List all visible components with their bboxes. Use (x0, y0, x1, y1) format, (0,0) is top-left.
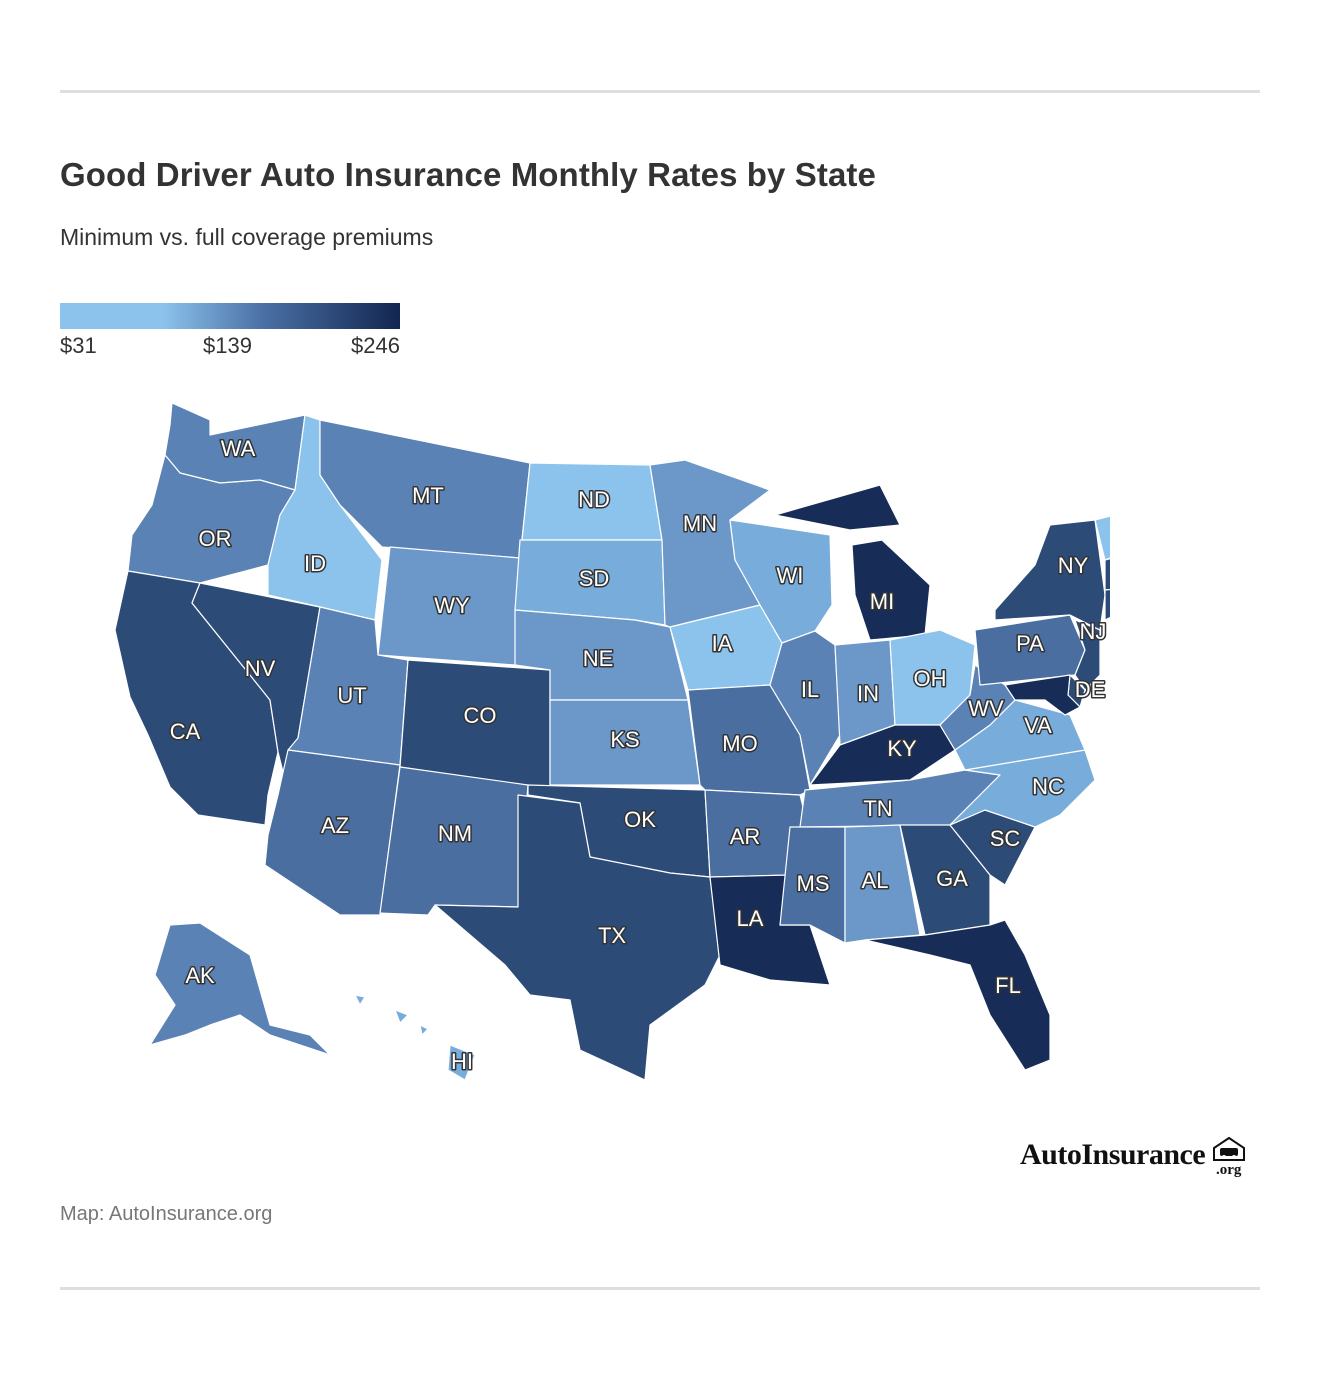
state-ny[interactable] (994, 519, 1106, 631)
state-label-tx: TX (598, 923, 626, 948)
logo-suffix: .org (1216, 1162, 1242, 1178)
car-garage-icon (1213, 1136, 1245, 1161)
state-label-hi: HI (451, 1049, 473, 1074)
logo-name: AutoInsurance (1020, 1138, 1206, 1171)
state-label-al: AL (862, 868, 889, 893)
state-label-mo: MO (722, 731, 757, 756)
state-label-mn: MN (683, 511, 717, 536)
legend-labels: $31 $139 $246 (60, 333, 400, 363)
state-label-in: IN (857, 681, 879, 706)
state-label-nj: NJ (1080, 619, 1107, 644)
state-label-id: ID (304, 551, 326, 576)
state-label-ne: NE (583, 646, 614, 671)
state-ma[interactable] (1104, 550, 1110, 591)
state-ak[interactable] (149, 922, 331, 1056)
top-divider (60, 90, 1260, 93)
state-label-co: CO (464, 703, 497, 728)
state-label-nm: NM (438, 821, 472, 846)
state-label-wa: WA (221, 436, 256, 461)
page-subtitle: Minimum vs. full coverage premiums (60, 224, 434, 250)
legend-mid-label: $139 (203, 333, 252, 358)
state-label-ky: KY (887, 736, 917, 761)
state-label-nc: NC (1032, 774, 1064, 799)
legend-gradient-bar (60, 303, 400, 329)
state-nc[interactable] (949, 749, 1096, 828)
state-tx[interactable] (434, 794, 721, 1081)
state-hi[interactable] (354, 994, 476, 1081)
state-label-mi: MI (870, 589, 894, 614)
bottom-divider (60, 1287, 1260, 1290)
state-label-wy: WY (434, 593, 470, 618)
state-label-va: VA (1024, 713, 1052, 738)
state-label-mt: MT (412, 483, 444, 508)
state-label-fl: FL (995, 973, 1021, 998)
state-label-ia: IA (712, 631, 733, 656)
state-label-ar: AR (730, 824, 761, 849)
us-choropleth-map: WA OR CA NV ID MT WY UT AZ CO NM ND SD NE KS OK TX MN IA MO… (114, 402, 1110, 1081)
state-label-ms: MS (797, 871, 830, 896)
state-ga[interactable] (899, 824, 991, 936)
state-label-sc: SC (990, 826, 1021, 851)
state-label-ak: AK (185, 963, 215, 988)
state-md[interactable] (1004, 674, 1081, 716)
state-labels: WA OR CA NV ID MT WY UT AZ CO NM ND SD NE KS OK TX MN IA MO… (168, 434, 1108, 1075)
state-label-wv: WV (968, 696, 1004, 721)
state-label-tn: TN (863, 796, 892, 821)
state-label-ca: CA (170, 719, 201, 744)
state-label-la: LA (737, 906, 764, 931)
legend-max-label: $246 (351, 333, 400, 358)
state-label-wi: WI (777, 563, 804, 588)
state-label-ny: NY (1058, 553, 1089, 578)
state-label-pa: PA (1016, 631, 1044, 656)
legend-min-label: $31 (60, 333, 97, 358)
state-label-nv: NV (245, 656, 276, 681)
color-legend: $31 $139 $246 (60, 303, 400, 363)
state-label-de: DE (1075, 677, 1106, 702)
state-label-ga: GA (936, 866, 968, 891)
state-label-ks: KS (610, 727, 639, 752)
state-label-oh: OH (914, 666, 947, 691)
page-title: Good Driver Auto Insurance Monthly Rates… (60, 156, 876, 193)
state-label-ok: OK (624, 807, 656, 832)
state-il[interactable] (769, 630, 841, 786)
state-label-sd: SD (579, 566, 610, 591)
state-vt[interactable] (1094, 513, 1110, 561)
map-source-caption: Map: AutoInsurance.org (60, 1203, 273, 1225)
state-label-nd: ND (578, 487, 610, 512)
state-label-il: IL (801, 677, 819, 702)
state-label-az: AZ (321, 813, 349, 838)
state-label-ut: UT (337, 683, 366, 708)
state-ct[interactable] (1104, 587, 1110, 621)
state-ms[interactable] (779, 826, 846, 944)
state-fl[interactable] (864, 919, 1051, 1071)
state-label-or: OR (199, 526, 232, 551)
autoinsurance-logo: AutoInsurance .org (1020, 1136, 1245, 1182)
